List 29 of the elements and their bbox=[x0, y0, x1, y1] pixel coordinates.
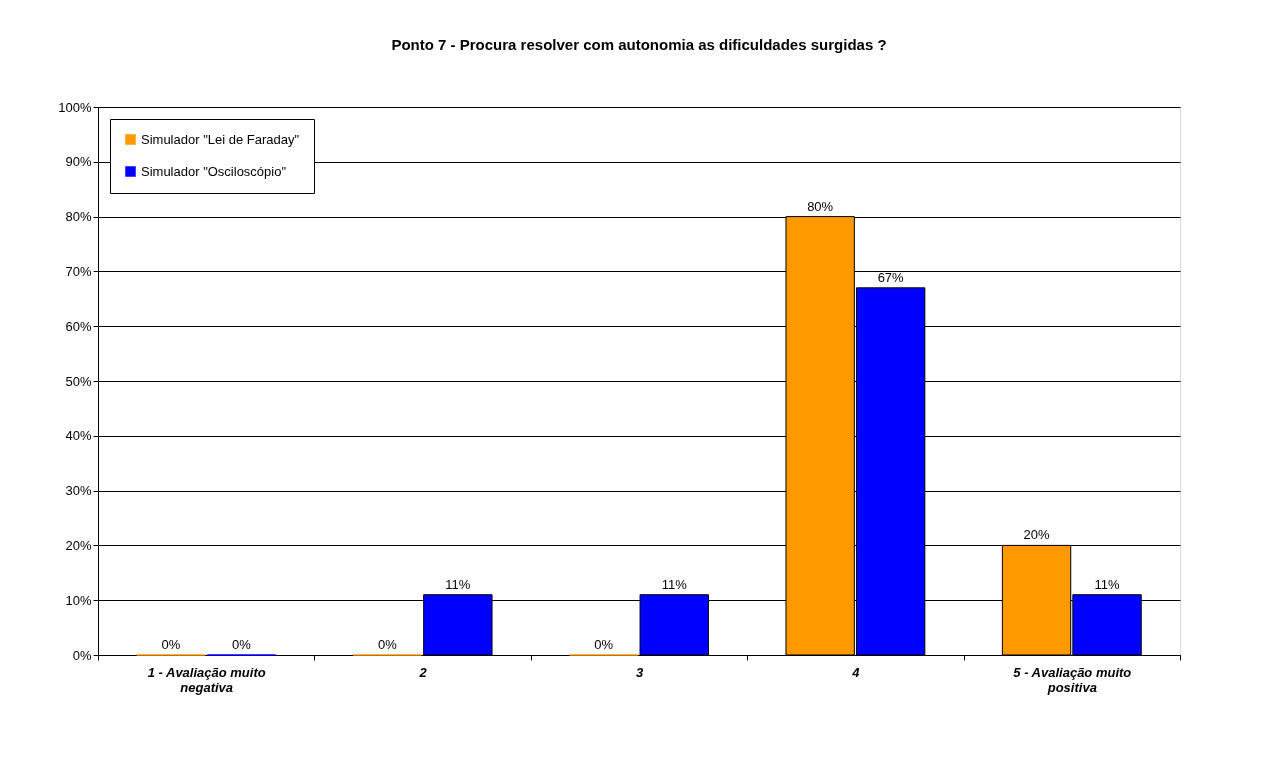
data-label: 11% bbox=[445, 576, 471, 592]
x-tick-label: 1 - Avaliação muito negativa bbox=[147, 664, 266, 695]
x-tick-label: 5 - Avaliação muito positiva bbox=[1013, 664, 1132, 695]
y-tick-label: 20% bbox=[65, 537, 92, 553]
data-label: 11% bbox=[661, 576, 688, 592]
y-tick-label: 80% bbox=[65, 209, 92, 225]
y-tick-label: 0% bbox=[72, 647, 92, 663]
y-tick-label: 90% bbox=[65, 154, 92, 170]
y-tick-label: 40% bbox=[65, 428, 92, 444]
data-label: 20% bbox=[1023, 527, 1050, 543]
data-label: 0% bbox=[161, 637, 181, 652]
legend-label: Simulador "Osciloscópio" bbox=[141, 163, 287, 179]
data-label: 0% bbox=[232, 637, 252, 652]
y-tick-label: 100% bbox=[58, 99, 92, 115]
x-tick-label: 2 bbox=[418, 664, 428, 680]
y-tick-label: 10% bbox=[65, 592, 92, 608]
x-tick-label: 4 bbox=[851, 664, 861, 680]
x-tick-label: 3 bbox=[635, 664, 644, 680]
data-label: 80% bbox=[807, 198, 834, 214]
y-tick-label: 30% bbox=[65, 483, 92, 499]
data-label: 0% bbox=[377, 637, 398, 652]
data-label: 11% bbox=[1094, 576, 1121, 592]
data-label: 0% bbox=[594, 637, 614, 652]
data-label: 67% bbox=[877, 269, 905, 285]
y-tick-label: 70% bbox=[65, 263, 92, 279]
y-tick-label: 60% bbox=[65, 318, 92, 334]
chart-title: Ponto 7 - Procura resolver com autonomia as dificuldades surgidas ? bbox=[391, 36, 887, 53]
legend-label: Simulador "Lei de Faraday" bbox=[141, 131, 300, 147]
y-tick-label: 50% bbox=[65, 373, 92, 389]
